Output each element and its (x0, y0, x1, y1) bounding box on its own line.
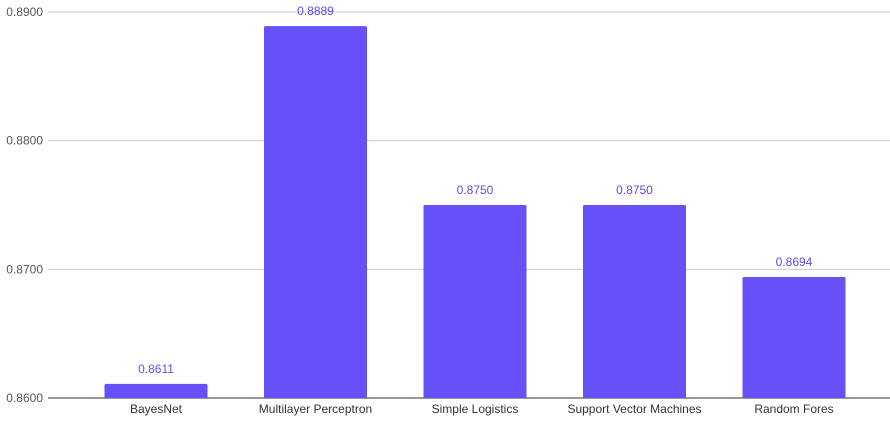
y-tick-label: 0.8800 (6, 134, 43, 148)
bar (264, 26, 367, 399)
y-tick-label: 0.8900 (6, 5, 43, 19)
bar (742, 277, 846, 398)
x-tick-label: BayesNet (130, 402, 183, 416)
bar (583, 205, 686, 398)
data-label: 0.8889 (297, 4, 334, 18)
x-tick-label: Multilayer Perceptron (259, 402, 372, 416)
x-tick-label: Random Fores (754, 402, 833, 416)
y-tick-label: 0.8700 (6, 262, 43, 276)
data-label: 0.8611 (138, 362, 174, 376)
y-tick-label: 0.8600 (6, 391, 43, 405)
data-label: 0.8750 (457, 183, 494, 197)
bar (423, 205, 527, 398)
data-label: 0.8750 (616, 183, 653, 197)
bar (104, 383, 208, 398)
x-tick-label: Simple Logistics (432, 402, 519, 416)
x-tick-label: Support Vector Machines (567, 402, 701, 416)
data-label: 0.8694 (776, 255, 813, 269)
